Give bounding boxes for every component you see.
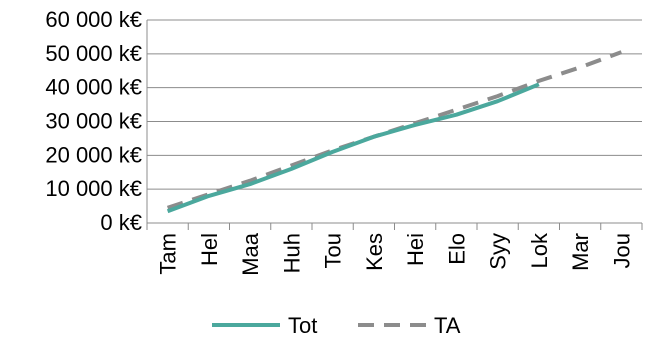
x-tick-label: Mar bbox=[568, 233, 593, 271]
y-tick-label: 30 000 k€ bbox=[45, 109, 142, 134]
x-tick-label: Lok bbox=[527, 232, 552, 268]
y-tick-label: 40 000 k€ bbox=[45, 75, 142, 100]
legend-label: Tot bbox=[288, 313, 317, 338]
x-tick-label: Maa bbox=[238, 232, 263, 276]
tick-labels: 0 k€ 10 000 k€ 20 000 k€ 30 000 k€ 40 000 k€… bbox=[45, 7, 634, 276]
series-line-tot bbox=[166, 82, 540, 214]
x-tick-label: Kes bbox=[362, 233, 387, 271]
legend: Tot TA bbox=[212, 313, 461, 338]
y-tick-label: 60 000 k€ bbox=[45, 7, 142, 32]
y-tick-label: 50 000 k€ bbox=[45, 41, 142, 66]
x-tick-label: Elo bbox=[444, 233, 469, 265]
x-tick-label: Huh bbox=[279, 233, 304, 273]
legend-item: Tot bbox=[212, 313, 317, 338]
y-tick-label: 10 000 k€ bbox=[45, 176, 142, 201]
legend-item: TA bbox=[358, 313, 461, 338]
axes bbox=[146, 20, 643, 230]
x-tick-label: Jou bbox=[609, 233, 634, 268]
legend-label: TA bbox=[434, 313, 461, 338]
x-tick-label: Hei bbox=[403, 233, 428, 266]
series-lines bbox=[166, 50, 623, 214]
y-tick-label: 20 000 k€ bbox=[45, 142, 142, 167]
y-tick-label: 0 k€ bbox=[100, 210, 142, 235]
x-tick-label: Tou bbox=[321, 233, 346, 268]
x-tick-label: Hel bbox=[197, 233, 222, 266]
x-tick-label: Tam bbox=[156, 233, 181, 275]
x-tick-label: Syy bbox=[486, 233, 511, 270]
